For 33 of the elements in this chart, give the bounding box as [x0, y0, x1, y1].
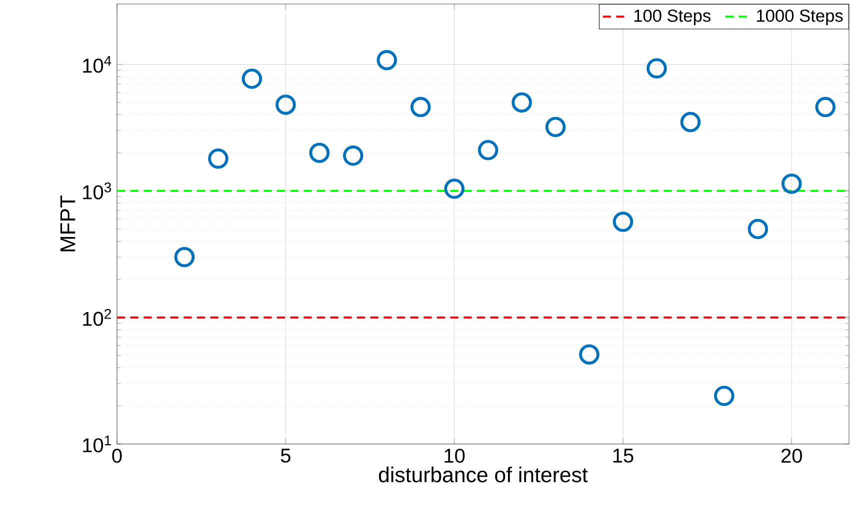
point — [276, 94, 296, 115]
point — [748, 218, 768, 240]
point — [376, 50, 397, 70]
point — [782, 174, 802, 194]
x-tick-label: 15 — [613, 448, 634, 463]
point — [512, 92, 532, 113]
point — [309, 142, 330, 163]
point — [545, 116, 566, 138]
point — [646, 58, 667, 78]
x-tick-label: 5 — [280, 448, 290, 463]
point — [815, 96, 836, 118]
y-axis-title: MFPT — [60, 195, 76, 252]
point — [174, 246, 195, 268]
point — [714, 386, 734, 406]
point — [342, 146, 364, 166]
x-tick-label: 20 — [782, 448, 802, 463]
point — [444, 178, 464, 199]
x-tick-label: 0 — [112, 448, 122, 463]
x-tick-label: 10 — [444, 448, 465, 463]
y-tick-label: 10$^{3}$ — [83, 182, 112, 200]
legend-label: 100 Steps — [634, 10, 710, 26]
point — [579, 344, 600, 365]
point — [478, 140, 498, 160]
y-tick-label: 10$^{2}$ — [83, 308, 111, 326]
y-tick-label: 10$^{4}$ — [83, 56, 112, 73]
point — [612, 212, 634, 232]
legend-label: 1000 Steps — [757, 10, 843, 26]
point — [242, 68, 262, 89]
point — [680, 112, 701, 132]
point — [410, 96, 431, 118]
y-tick-label: 10$^{1}$ — [83, 436, 111, 452]
point — [208, 148, 228, 169]
x-axis-title: disturbance of interest — [378, 466, 588, 482]
